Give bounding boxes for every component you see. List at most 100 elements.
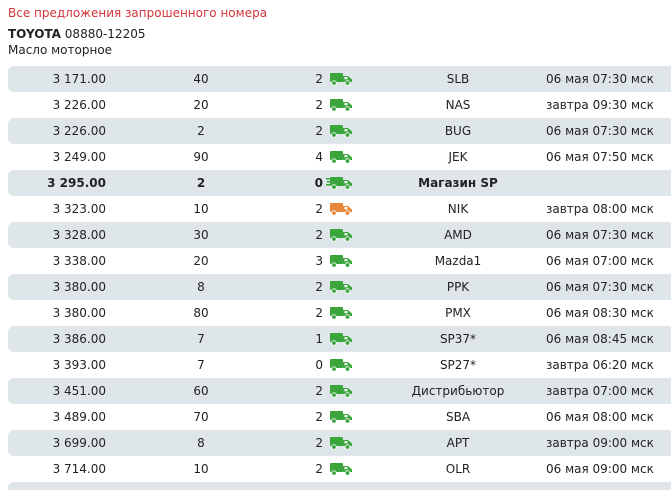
offer-row[interactable]: 3 380.00 80 2 PMX 06 мая 08:30 мск	[8, 300, 671, 326]
offer-row[interactable]: 3 338.00 20 3 Mazda1 06 мая 07:00 мск	[8, 248, 671, 274]
offer-supplier: NIK	[447, 202, 469, 216]
offer-row[interactable]: 3 323.00 10 2 NIK завтра 08:00 мск	[8, 196, 671, 222]
offer-supplier: AMD	[444, 228, 472, 242]
page-title: Все предложения запрошенного номера	[8, 6, 268, 20]
offer-price: 3 386.00	[52, 332, 106, 346]
offer-quantity: 2	[197, 124, 205, 138]
offer-quantity: 40	[193, 72, 209, 86]
truck-icon	[326, 98, 354, 112]
part-brand: TOYOTA	[8, 27, 61, 41]
offer-delivery-time: 06 мая 08:00 мск	[546, 410, 654, 424]
offer-quantity: 8	[197, 280, 205, 294]
offer-price: 3 380.00	[52, 306, 106, 320]
offer-row[interactable]: 3 386.00 7 1 SP37* 06 мая 08:45 мск	[8, 326, 671, 352]
truck-icon	[326, 254, 354, 268]
offer-supplier: NAS	[445, 98, 471, 112]
offer-delivery-days: 2	[315, 384, 323, 398]
offer-price: 3 323.00	[52, 202, 106, 216]
offer-supplier: SBA	[445, 410, 471, 424]
offer-price: 3 171.00	[52, 72, 106, 86]
offer-delivery-days: 1	[315, 332, 323, 346]
truck-icon	[326, 280, 354, 294]
part-number: 08880-12205	[64, 27, 146, 41]
offer-row[interactable]: 3 489.00 70 2 SBA 06 мая 08:00 мск	[8, 404, 671, 430]
offer-row[interactable]: 3 393.00 7 0 SP27* завтра 06:20 мск	[8, 352, 671, 378]
offer-supplier: PPK	[446, 280, 470, 294]
offer-supplier: SLB	[446, 72, 470, 86]
truck-icon	[326, 228, 354, 242]
offers-table: 3 171.00 40 2 SLB 06 мая 07:30 мск 3 226.00 20…	[8, 66, 671, 490]
truck-orange-icon	[326, 202, 354, 216]
offer-delivery-time: 06 мая 07:30 мск	[546, 280, 654, 294]
offer-delivery-days: 3	[315, 254, 323, 268]
offer-quantity: 90	[193, 150, 209, 164]
truck-icon	[326, 436, 354, 450]
offer-row[interactable]: 3 249.00 90 4 JEK 06 мая 07:50 мск	[8, 144, 671, 170]
offer-price: 3 338.00	[52, 254, 106, 268]
offer-quantity: 10	[193, 462, 209, 476]
offer-price: 3 714.00	[52, 462, 106, 476]
offer-row[interactable]: 3 226.00 20 2 NAS завтра 09:30 мск	[8, 92, 671, 118]
truck-icon	[326, 124, 354, 138]
offer-delivery-days: 2	[315, 202, 323, 216]
offer-price: 3 226.00	[52, 124, 106, 138]
offer-supplier: Mazda1	[434, 254, 482, 268]
offer-price: 3 295.00	[47, 176, 106, 190]
truck-icon	[326, 72, 354, 86]
offer-quantity: 10	[193, 202, 209, 216]
offer-price: 3 699.00	[52, 436, 106, 450]
offer-delivery-time: 06 мая 07:30 мск	[546, 228, 654, 242]
offer-supplier: BUG	[444, 124, 472, 138]
offer-quantity: 7	[197, 358, 205, 372]
offer-price: 3 489.00	[52, 410, 106, 424]
offer-delivery-days: 2	[315, 124, 323, 138]
offer-delivery-time: 06 мая 07:50 мск	[546, 150, 654, 164]
offer-row[interactable]: 3 295.00 2 0 Магазин SP	[8, 170, 671, 196]
offer-supplier: SP37*	[439, 332, 477, 346]
offer-delivery-time: 06 мая 07:00 мск	[546, 254, 654, 268]
truck-icon	[326, 462, 354, 476]
truck-icon	[326, 410, 354, 424]
truck-fast-icon	[326, 176, 354, 190]
offer-delivery-days: 2	[315, 228, 323, 242]
truck-icon	[326, 358, 354, 372]
offer-delivery-days: 2	[315, 280, 323, 294]
offer-delivery-days: 2	[315, 410, 323, 424]
offer-quantity: 60	[193, 384, 209, 398]
offer-row[interactable]: 3 380.00 8 2 PPK 06 мая 07:30 мск	[8, 274, 671, 300]
offer-supplier: PMX	[445, 306, 471, 320]
offer-delivery-time: завтра 09:00 мск	[546, 436, 654, 450]
offer-delivery-time: завтра 08:00 мск	[546, 202, 654, 216]
offer-row[interactable]: 3 714.00 10 2 OLR 06 мая 09:00 мск	[8, 456, 671, 482]
offer-quantity: 30	[193, 228, 209, 242]
offer-supplier: SP27*	[439, 358, 477, 372]
offer-supplier: Дистрибьютор	[411, 384, 505, 398]
offer-delivery-days: 2	[315, 98, 323, 112]
truck-icon	[326, 332, 354, 346]
offer-delivery-days: 2	[315, 306, 323, 320]
offer-delivery-days: 2	[315, 436, 323, 450]
offer-supplier: APT	[446, 436, 470, 450]
offer-delivery-days: 0	[315, 358, 323, 372]
offer-row[interactable]: 3 226.00 2 2 BUG 06 мая 07:30 мск	[8, 118, 671, 144]
offer-delivery-days: 4	[315, 150, 323, 164]
offer-quantity: 20	[193, 98, 209, 112]
offer-delivery-time: 06 мая 08:45 мск	[546, 332, 654, 346]
offer-quantity: 80	[193, 306, 209, 320]
offer-delivery-time: 06 мая 07:30 мск	[546, 72, 654, 86]
offer-price: 3 328.00	[52, 228, 106, 242]
offer-price: 3 226.00	[52, 98, 106, 112]
offer-row-partial[interactable]	[8, 482, 671, 490]
offer-delivery-days: 2	[315, 462, 323, 476]
offer-row[interactable]: 3 328.00 30 2 AMD 06 мая 07:30 мск	[8, 222, 671, 248]
offer-delivery-days: 0	[314, 176, 323, 190]
offer-delivery-days: 2	[315, 72, 323, 86]
offer-row[interactable]: 3 699.00 8 2 APT завтра 09:00 мск	[8, 430, 671, 456]
offer-delivery-time	[546, 170, 671, 196]
truck-icon	[326, 384, 354, 398]
offer-supplier: Магазин SP	[418, 176, 498, 190]
truck-icon	[326, 306, 354, 320]
offer-row[interactable]: 3 451.00 60 2 Дистрибьютор завтра 07:00 мск	[8, 378, 671, 404]
offer-quantity: 2	[196, 176, 206, 190]
offer-row[interactable]: 3 171.00 40 2 SLB 06 мая 07:30 мск	[8, 66, 671, 92]
